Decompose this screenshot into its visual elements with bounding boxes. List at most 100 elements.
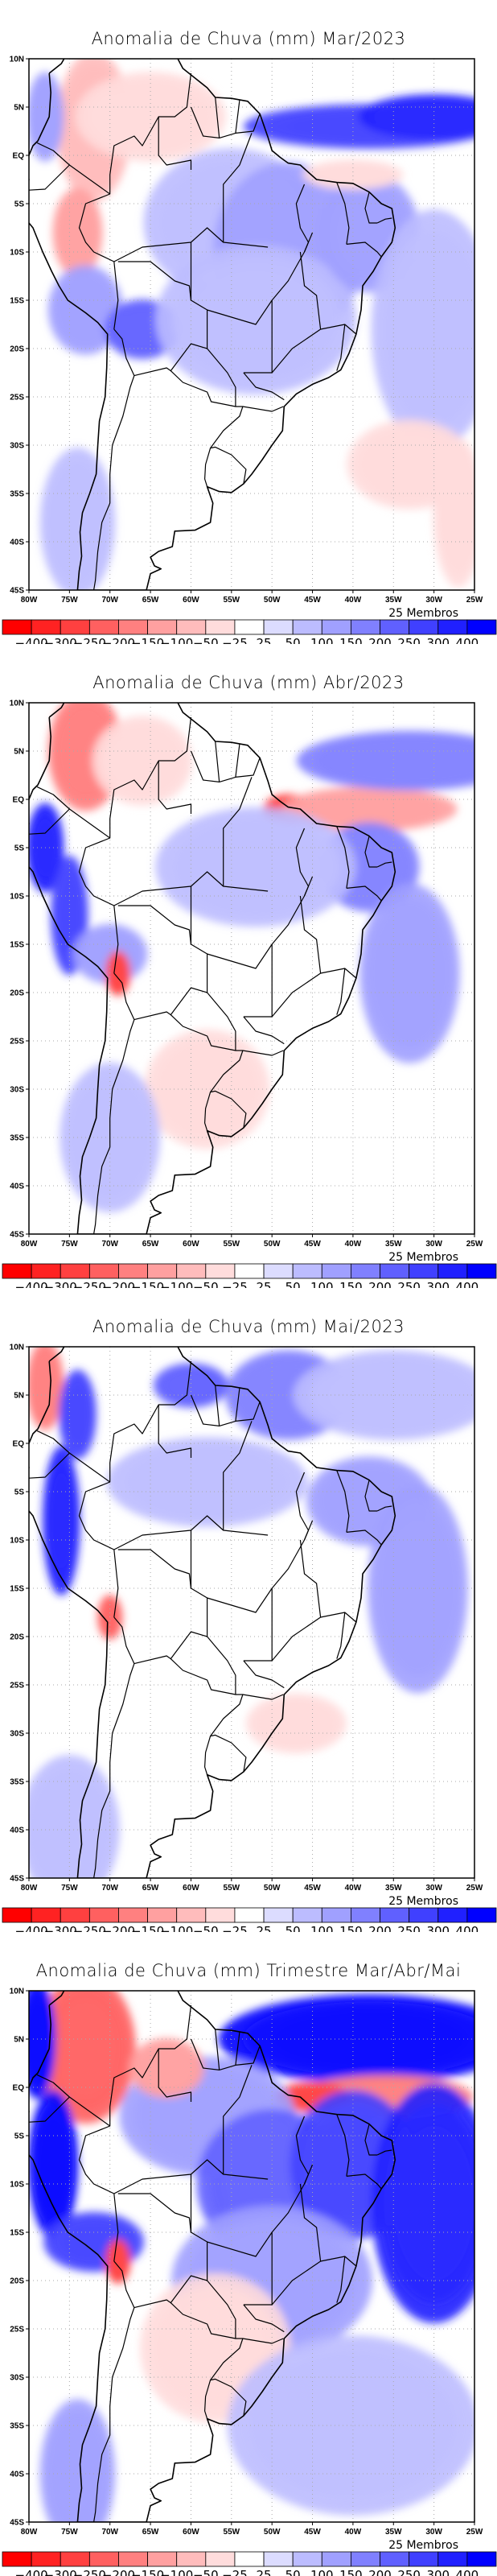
country-border	[78, 716, 192, 974]
colorbar-box	[2, 2551, 32, 2567]
country-border	[242, 1050, 284, 1056]
colorbar-label: −300	[44, 2568, 77, 2576]
country-border	[299, 1539, 322, 1618]
country-border	[36, 2074, 70, 2098]
anomaly-blob	[52, 188, 103, 278]
country-border	[336, 324, 346, 371]
map-frame	[28, 1346, 475, 1879]
country-border	[295, 184, 310, 253]
colorbar-label: −400	[15, 2568, 48, 2576]
colorbar-box	[234, 1907, 265, 1923]
lat-tick-label: 10N	[10, 1344, 24, 1352]
lon-tick-label: 60W	[183, 2528, 199, 2537]
country-border	[190, 750, 261, 782]
country-border	[204, 446, 247, 487]
lat-tick-label: 25S	[10, 1038, 24, 1046]
colorbar-box	[31, 1263, 61, 1279]
country-border	[235, 1388, 240, 1422]
country-border	[242, 1694, 284, 1700]
anomaly-blob	[97, 1595, 123, 1640]
country-border	[364, 836, 378, 868]
country-border	[93, 328, 135, 590]
colorbar-box	[88, 619, 119, 635]
lon-tick-label: 45W	[304, 596, 321, 605]
panel-title: Anomalia de Chuva (mm) Mai/2023	[92, 1317, 405, 1336]
country-border	[299, 251, 322, 330]
colorbar-box	[118, 619, 148, 635]
lon-tick-label: 80W	[21, 2528, 38, 2537]
anomaly-blob	[29, 1991, 56, 2099]
colorbar-label: −250	[73, 1280, 106, 1288]
colorbar-label: 100	[310, 2568, 334, 2576]
country-border	[190, 2038, 261, 2070]
map-frame	[28, 702, 475, 1235]
lon-tick-label: 60W	[183, 1884, 199, 1893]
coastlines	[29, 1347, 396, 1878]
map-panel-3: Anomalia de Chuva (mm) Mai/2023 10N 5N EQ 5…	[0, 1288, 497, 1932]
colorbar-label: −100	[160, 2568, 193, 2576]
panel-title: Anomalia de Chuva (mm) Trimestre Mar/Abr…	[35, 1961, 462, 1980]
country-border	[243, 944, 273, 1018]
colorbar-label: −200	[102, 636, 135, 644]
country-border	[170, 1636, 236, 1695]
colorbar-box	[409, 1907, 439, 1923]
country-border	[113, 886, 192, 944]
country-border	[113, 1530, 192, 1588]
country-border	[29, 2096, 111, 2127]
colorbar-label: 50	[285, 1280, 301, 1288]
lon-tick-label: 70W	[101, 2528, 118, 2537]
colorbar-box	[321, 619, 351, 635]
colorbar-box	[292, 2551, 322, 2567]
anomaly-blob	[302, 159, 404, 190]
country-border	[113, 2174, 192, 2232]
colorbar-box	[205, 619, 236, 635]
country-border	[299, 2183, 322, 2262]
lat-tick-label: 30S	[10, 442, 24, 451]
country-border	[223, 1421, 253, 1530]
lon-tick-label: 25W	[466, 1884, 483, 1893]
lon-tick-label: 55W	[224, 596, 240, 605]
lat-tick-label: EQ	[13, 1440, 25, 1449]
lon-tick-label: 55W	[224, 1240, 240, 1249]
country-border	[336, 1470, 350, 1533]
colorbar-label: −150	[131, 1280, 164, 1288]
lon-tick-label: 55W	[224, 2528, 240, 2537]
coastlines	[29, 59, 396, 590]
colorbar: −400−300−250−200−150−100 −50 −25 25 50 100 150…	[2, 619, 497, 644]
colorbar-label: 150	[339, 636, 363, 644]
anomaly-blob	[218, 1994, 474, 2084]
country-border	[336, 2256, 346, 2303]
colorbar-label: −250	[73, 636, 106, 644]
members-label: 25 Membros	[388, 607, 458, 620]
country-border	[204, 1734, 247, 1775]
colorbar-box	[437, 2551, 468, 2567]
country-border	[29, 1452, 111, 1483]
anomaly-field	[29, 703, 474, 1234]
lat-tick-label: 15S	[10, 1585, 24, 1594]
country-border	[210, 1694, 244, 1736]
colorbar-box	[409, 2551, 439, 2567]
colorbar-box	[409, 1263, 439, 1279]
country-border	[223, 777, 253, 886]
colorbar-label: 400	[456, 636, 479, 644]
country-border	[346, 1530, 382, 1546]
country-border	[376, 217, 392, 224]
country-border	[336, 968, 346, 1015]
lat-tick-label: 40S	[10, 2471, 24, 2479]
lat-tick-label: 5S	[14, 844, 25, 853]
anomaly-field	[29, 59, 474, 590]
map-panel-2: Anomalia de Chuva (mm) Abr/2023 10N 5N EQ 5…	[0, 644, 497, 1288]
anomaly-blob	[245, 1693, 347, 1754]
lat-tick-label: 45S	[10, 587, 24, 596]
colorbar-label: −400	[15, 636, 48, 644]
lon-tick-label: 70W	[101, 1884, 118, 1893]
country-border	[170, 992, 236, 1051]
lon-tick-label: 50W	[264, 596, 281, 605]
lon-tick-label: 60W	[183, 1240, 199, 1249]
lat-tick-label: 10N	[10, 1988, 24, 1996]
colorbar-label: 50	[285, 1924, 301, 1932]
colorbar-box	[147, 2551, 178, 2567]
anomaly-blob	[29, 2090, 79, 2240]
